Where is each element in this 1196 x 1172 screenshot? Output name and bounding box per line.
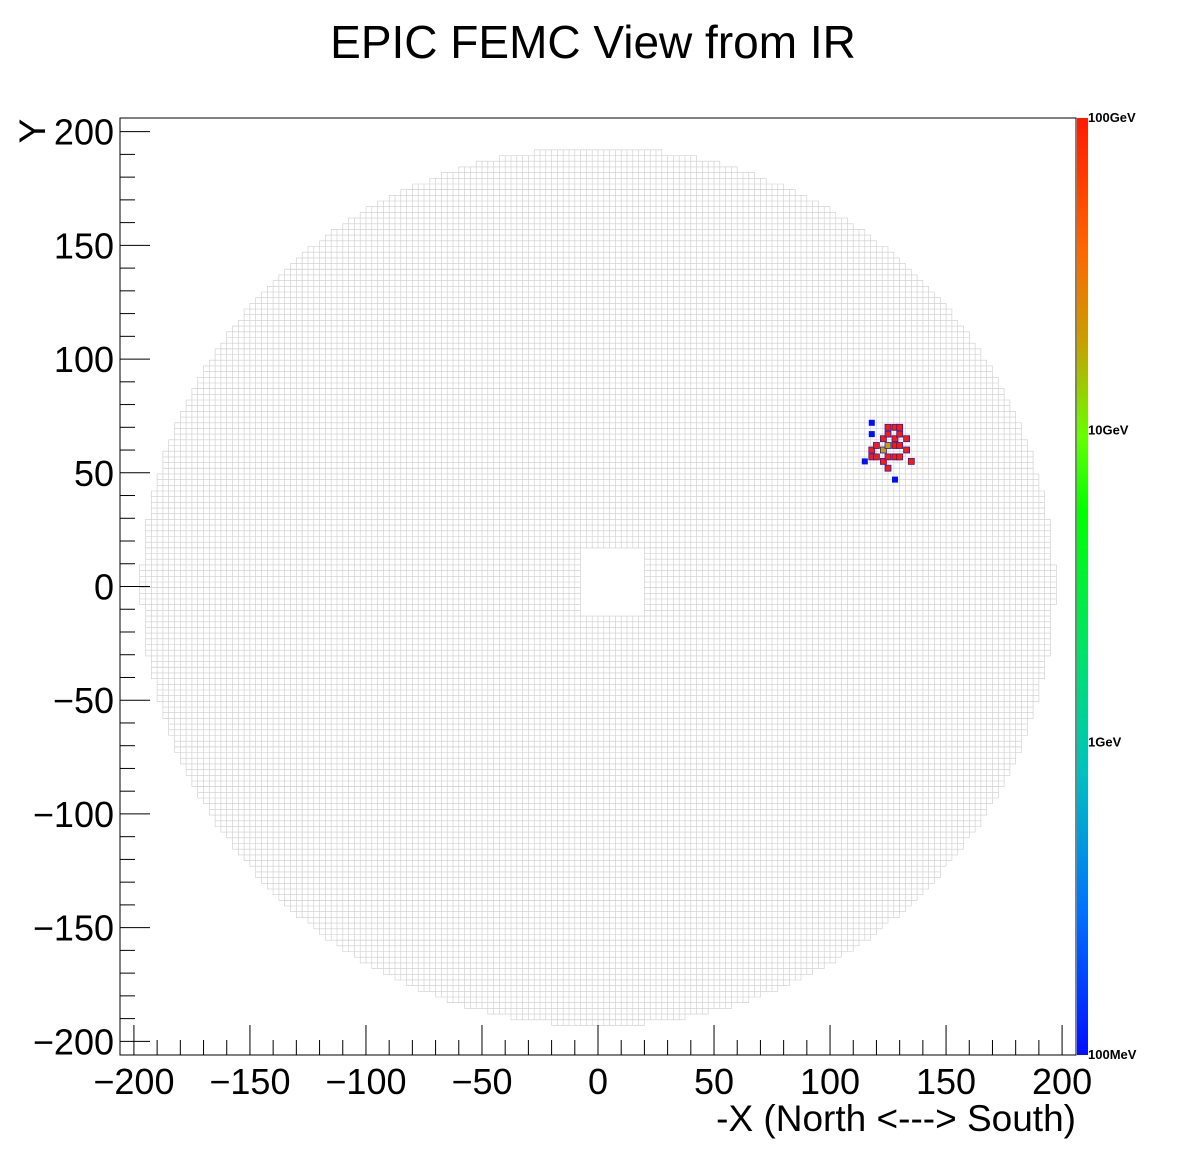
x-axis-ticks: −200 −150 −100 −50 0 50 100 150 200 [93, 1025, 1092, 1102]
y-tick-label: −200 [33, 1021, 114, 1062]
energy-hit [868, 419, 875, 426]
y-tick-label: 100 [54, 339, 114, 380]
energy-hit [880, 446, 887, 454]
colorbar-label: 10GeV [1088, 422, 1129, 437]
detector-towers [139, 149, 1057, 1026]
colorbar-labels: 100GeV 10GeV 1GeV 100MeV [1088, 110, 1137, 1062]
x-tick-label: −50 [451, 1061, 512, 1102]
energy-hit [896, 453, 904, 461]
y-axis-ticks: −200 −150 −100 −50 0 50 100 150 200 [33, 112, 150, 1062]
y-tick-label: −100 [33, 794, 114, 835]
energy-hit [903, 446, 910, 454]
y-tick-label: 50 [74, 453, 114, 494]
energy-hit [868, 431, 875, 438]
x-tick-label: 50 [694, 1061, 734, 1102]
x-tick-label: −150 [209, 1061, 290, 1102]
colorbar-label: 100MeV [1088, 1047, 1137, 1062]
colorbar-label: 1GeV [1088, 735, 1122, 750]
y-tick-label: −150 [33, 908, 114, 949]
x-tick-label: −100 [325, 1061, 406, 1102]
energy-hit [907, 457, 915, 465]
colorbar-label: 100GeV [1088, 110, 1136, 125]
y-tick-label: −50 [53, 680, 114, 721]
energy-hit [884, 430, 892, 438]
energy-hit [903, 435, 910, 443]
x-tick-label: 0 [588, 1061, 608, 1102]
energy-hit [884, 464, 892, 472]
energy-hit [892, 476, 898, 483]
energy-hit [891, 435, 899, 443]
tower-grid [139, 149, 1057, 1026]
energy-hit [884, 423, 892, 431]
x-tick-label: 150 [916, 1061, 976, 1102]
x-tick-label: −200 [93, 1061, 174, 1102]
x-tick-label: 200 [1032, 1061, 1092, 1102]
y-tick-label: 0 [94, 567, 114, 608]
energy-hit [861, 458, 868, 465]
energy-hit [896, 423, 904, 431]
chart-title: EPIC FEMC View from IR [330, 16, 856, 68]
energy-hit [880, 435, 887, 443]
energy-hit [896, 442, 904, 449]
energy-hit [884, 442, 892, 449]
y-tick-label: 200 [54, 112, 114, 153]
energy-hit [880, 457, 887, 465]
y-tick-label: 150 [54, 225, 114, 266]
x-tick-label: 100 [800, 1061, 860, 1102]
y-axis-label: Y [12, 119, 53, 144]
colorbar [1077, 118, 1088, 1055]
energy-hit [873, 442, 880, 449]
energy-hit [868, 446, 876, 454]
energy-hits [861, 419, 915, 483]
energy-hit [873, 453, 880, 461]
x-axis-label: -X (North <---> South) [716, 1098, 1076, 1139]
energy-hit [896, 430, 904, 438]
energy-hit [884, 453, 892, 461]
